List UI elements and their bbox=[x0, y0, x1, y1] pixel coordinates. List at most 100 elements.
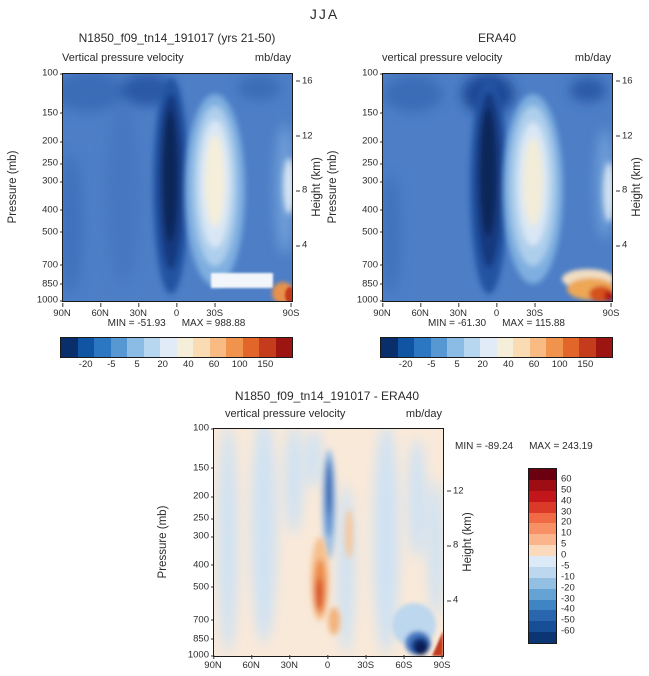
colorbar-cell bbox=[595, 338, 612, 357]
colorbar-label: 50 bbox=[561, 484, 572, 496]
colorbar-label: 100 bbox=[231, 359, 248, 370]
colorbar-label: 5 bbox=[134, 359, 140, 370]
colorbar-label: -5 bbox=[107, 359, 116, 370]
colorbar-label: 30 bbox=[561, 506, 572, 517]
colorbar-label: 5 bbox=[561, 538, 567, 550]
colorbar-cell bbox=[127, 338, 144, 357]
model-plot bbox=[62, 73, 293, 302]
lat-tick: 0 bbox=[324, 655, 331, 671]
era-lat-ticks: 90N 60N 30N 0 30S 90S bbox=[373, 303, 619, 319]
era-contour-field bbox=[383, 74, 612, 301]
colorbar-cell bbox=[529, 545, 556, 556]
colorbar-label: -40 bbox=[561, 603, 575, 615]
model-pressure-axis-label: Pressure (mb) bbox=[7, 150, 19, 224]
pressure-tick: 100 bbox=[362, 67, 384, 79]
colorbar-label: 60 bbox=[208, 359, 220, 370]
model-stats: MIN = -51.93 MAX = 988.88 bbox=[62, 318, 291, 329]
colorbar-label: 40 bbox=[561, 495, 572, 507]
era-plot bbox=[382, 73, 613, 302]
diff-contour-field bbox=[214, 429, 443, 656]
colorbar-cell bbox=[546, 338, 563, 357]
colorbar-cell bbox=[110, 338, 127, 357]
colorbar-label: 0 bbox=[561, 549, 567, 561]
main-title: JJA bbox=[309, 6, 340, 22]
height-tick: 8 bbox=[446, 539, 459, 551]
colorbar-cell bbox=[529, 577, 556, 589]
colorbar-cell bbox=[529, 621, 556, 633]
lat-tick: 30S bbox=[526, 303, 544, 319]
height-tick: 16 bbox=[616, 75, 633, 87]
lat-tick: 90N bbox=[373, 303, 391, 319]
diff-subtitle-variable: vertical pressure velocity bbox=[225, 408, 346, 420]
height-tick: 8 bbox=[615, 184, 628, 196]
pressure-tick: 150 bbox=[193, 462, 215, 474]
era-subtitle-variable: vertical pressure velocity bbox=[382, 52, 503, 64]
colorbar-label: 100 bbox=[551, 359, 568, 370]
lat-tick: 90S bbox=[602, 303, 620, 319]
diff-colorbar bbox=[528, 468, 557, 644]
colorbar-label: 5 bbox=[454, 359, 460, 370]
colorbar-label: -10 bbox=[561, 571, 575, 583]
era-stats: MIN = -61.30 MAX = 115.88 bbox=[382, 318, 611, 329]
pressure-tick: 500 bbox=[42, 226, 64, 238]
colorbar-cell bbox=[579, 338, 596, 357]
colorbar-label: 10 bbox=[561, 527, 572, 539]
era-max-value: MAX = 115.88 bbox=[502, 318, 565, 329]
height-tick: 16 bbox=[296, 75, 313, 87]
colorbar-label: -20 bbox=[398, 359, 413, 370]
diff-min-value: MIN = -89.24 bbox=[455, 441, 514, 452]
colorbar-cell bbox=[61, 338, 78, 357]
pressure-tick: 700 bbox=[42, 259, 64, 271]
model-max-value: MAX = 988.88 bbox=[181, 318, 246, 329]
colorbar-cell bbox=[529, 501, 556, 513]
colorbar-cell bbox=[259, 338, 276, 357]
colorbar-cell bbox=[242, 338, 259, 357]
pressure-tick: 300 bbox=[362, 175, 384, 187]
colorbar-cell bbox=[193, 338, 210, 357]
colorbar-cell bbox=[529, 534, 556, 546]
lat-tick: 0 bbox=[173, 303, 180, 319]
pressure-tick: 250 bbox=[362, 157, 384, 169]
colorbar-cell bbox=[529, 566, 556, 578]
colorbar-cell bbox=[529, 523, 556, 535]
lat-tick: 60N bbox=[411, 303, 429, 319]
pressure-tick: 250 bbox=[193, 512, 215, 524]
diff-stats: MIN = -89.24 MAX = 243.19 bbox=[455, 441, 649, 452]
colorbar-label: 40 bbox=[503, 359, 514, 370]
colorbar-cell bbox=[447, 338, 464, 357]
colorbar-cell bbox=[480, 338, 497, 357]
colorbar-label: -20 bbox=[78, 359, 93, 370]
colorbar-cell bbox=[209, 338, 226, 357]
pressure-tick: 700 bbox=[193, 614, 215, 626]
colorbar-cell bbox=[226, 338, 243, 357]
pressure-tick: 500 bbox=[362, 226, 384, 238]
pressure-tick: 850 bbox=[362, 278, 384, 290]
colorbar-cell bbox=[496, 338, 513, 357]
height-tick: 4 bbox=[615, 239, 628, 251]
diff-pressure-axis-label: Pressure (mb) bbox=[157, 505, 169, 579]
colorbar-cell bbox=[77, 338, 94, 357]
diff-panel-title: N1850_f09_tn14_191017 - ERA40 bbox=[234, 389, 420, 403]
height-tick: 4 bbox=[446, 594, 459, 606]
pressure-tick: 150 bbox=[362, 107, 384, 119]
colorbar-cell bbox=[414, 338, 431, 357]
pressure-tick: 200 bbox=[42, 135, 64, 147]
lat-tick: 60S bbox=[395, 655, 413, 671]
colorbar-label: -5 bbox=[561, 560, 570, 572]
lat-tick: 90N bbox=[204, 655, 222, 671]
pressure-tick: 250 bbox=[42, 157, 64, 169]
colorbar-cell bbox=[381, 338, 398, 357]
pressure-tick: 1000 bbox=[356, 294, 385, 306]
colorbar-cell bbox=[529, 490, 556, 502]
diff-height-ticks: 12 8 4 bbox=[446, 428, 467, 655]
colorbar-label: 20 bbox=[157, 359, 168, 370]
era-subtitle-units: mb/day bbox=[574, 52, 611, 64]
era-min-value: MIN = -61.30 bbox=[427, 318, 487, 329]
colorbar-cell bbox=[430, 338, 447, 357]
colorbar-cell bbox=[160, 338, 177, 357]
diff-lat-ticks: 90N 60N 30N 0 30S 60S 90S bbox=[204, 655, 450, 671]
pressure-tick: 300 bbox=[42, 175, 64, 187]
colorbar-cell bbox=[529, 469, 556, 480]
colorbar-label: -20 bbox=[561, 582, 575, 594]
